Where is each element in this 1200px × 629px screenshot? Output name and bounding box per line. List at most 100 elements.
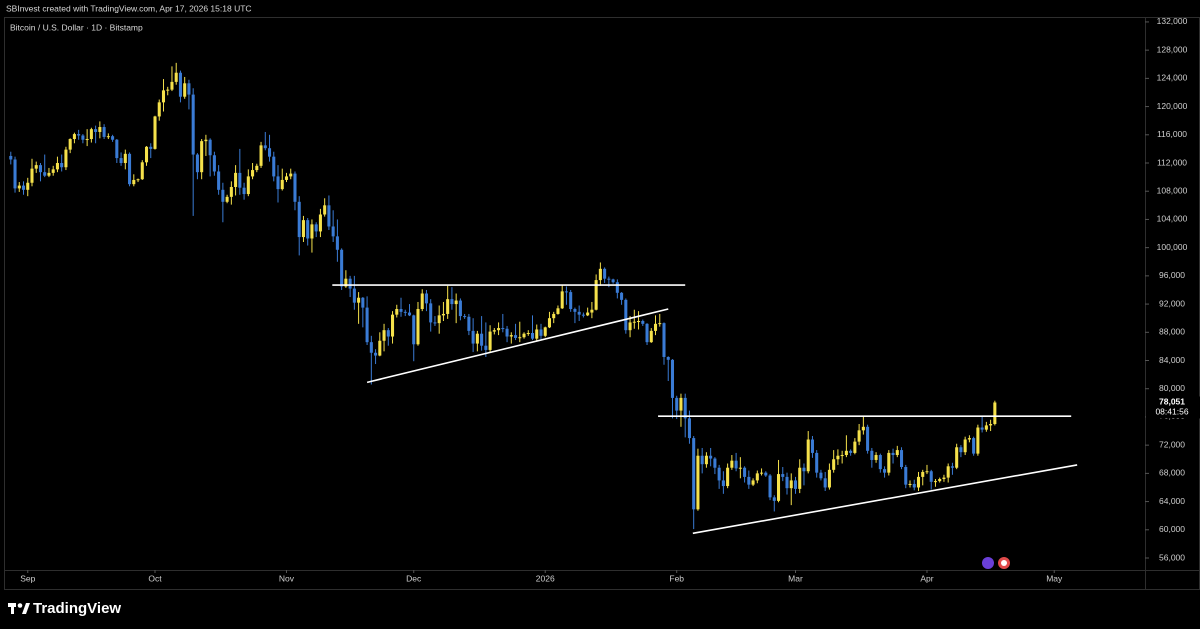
candle-body bbox=[675, 397, 679, 411]
candle-body bbox=[301, 220, 305, 238]
candle-body bbox=[535, 329, 539, 339]
candle-body bbox=[590, 309, 594, 313]
candle-body bbox=[734, 460, 738, 469]
candle-body bbox=[136, 179, 140, 181]
candle-body bbox=[30, 168, 34, 183]
candle-body bbox=[573, 309, 577, 312]
candle-body bbox=[357, 297, 361, 303]
logo-part bbox=[17, 603, 23, 608]
y-tick-label: 88,000 bbox=[1159, 327, 1185, 337]
icons bbox=[982, 557, 1010, 569]
candle-body bbox=[297, 201, 301, 238]
x-tick-label: Feb bbox=[669, 573, 684, 583]
logo-part bbox=[22, 603, 30, 614]
candle-body bbox=[229, 186, 233, 197]
y-tick-label: 108,000 bbox=[1157, 185, 1188, 195]
candle-body bbox=[556, 308, 560, 314]
candle-body bbox=[641, 321, 645, 324]
candle-body bbox=[293, 173, 297, 202]
candle-body bbox=[615, 282, 619, 293]
candle-body bbox=[471, 330, 475, 344]
candle-body bbox=[687, 418, 691, 439]
chart-title: Bitcoin / U.S. Dollar · 1D · Bitstamp bbox=[10, 22, 143, 32]
candle-body bbox=[458, 300, 462, 317]
candle-body bbox=[111, 136, 115, 140]
candle-body bbox=[374, 352, 378, 356]
candle-body bbox=[607, 278, 611, 280]
candle-body bbox=[450, 299, 454, 305]
candle-body bbox=[34, 165, 38, 169]
candle-body bbox=[709, 455, 713, 459]
candle-body bbox=[760, 472, 764, 474]
candle-body bbox=[781, 474, 785, 477]
candle-body bbox=[149, 146, 153, 149]
candle-body bbox=[68, 139, 72, 150]
candle-body bbox=[726, 467, 730, 487]
candle-body bbox=[284, 176, 289, 180]
candle-body bbox=[798, 467, 802, 489]
candle-body bbox=[225, 196, 229, 202]
y-tick-label: 72,000 bbox=[1159, 439, 1185, 449]
candle-body bbox=[289, 173, 293, 177]
candle-body bbox=[187, 83, 191, 95]
brand: TradingView bbox=[33, 600, 121, 617]
candle-body bbox=[310, 224, 314, 239]
candle-body bbox=[993, 402, 997, 424]
candle-body bbox=[683, 397, 687, 419]
candle-body bbox=[704, 455, 708, 465]
candle-body bbox=[340, 249, 344, 287]
candle-body bbox=[183, 83, 187, 97]
candle-body bbox=[174, 72, 178, 82]
y-tick-label: 84,000 bbox=[1159, 355, 1185, 365]
candle-body bbox=[509, 335, 513, 337]
candle-body bbox=[700, 455, 704, 465]
candle-body bbox=[713, 458, 717, 468]
candle-body bbox=[637, 321, 641, 323]
candle-body bbox=[407, 312, 412, 316]
candle-body bbox=[874, 455, 878, 460]
candle-body bbox=[441, 313, 445, 316]
candle-body bbox=[878, 455, 882, 470]
x-tick-label: Oct bbox=[148, 573, 162, 583]
candle-body bbox=[323, 205, 327, 215]
candle-body bbox=[518, 337, 522, 339]
candle-body bbox=[624, 299, 628, 331]
candle-body bbox=[204, 139, 208, 142]
candle-body bbox=[984, 425, 988, 430]
candle-body bbox=[102, 127, 106, 137]
candle-body bbox=[89, 129, 93, 140]
candle-body bbox=[331, 226, 335, 237]
x-tick-label: 2026 bbox=[536, 573, 555, 583]
candle-body bbox=[132, 179, 136, 185]
candle-body bbox=[569, 292, 573, 310]
candle-body bbox=[912, 483, 916, 488]
candle-body bbox=[696, 455, 700, 510]
candle-body bbox=[9, 155, 13, 160]
candle-body bbox=[522, 333, 526, 338]
candle-body bbox=[446, 299, 450, 314]
candle-body bbox=[539, 329, 543, 336]
candle-body bbox=[925, 471, 929, 473]
candle-body bbox=[429, 303, 433, 323]
candle-body bbox=[475, 333, 479, 344]
candle-body bbox=[950, 466, 954, 468]
candle-body bbox=[526, 333, 530, 334]
candle-body bbox=[662, 323, 666, 357]
candle-body bbox=[836, 455, 840, 460]
candle-body bbox=[98, 127, 102, 132]
logo-part bbox=[11, 603, 14, 614]
candle-body bbox=[153, 116, 157, 149]
candle-body bbox=[789, 480, 793, 489]
candle-body bbox=[115, 139, 119, 159]
candle-body bbox=[666, 356, 670, 360]
y-tick-label: 64,000 bbox=[1159, 496, 1185, 506]
candle-body bbox=[963, 439, 967, 453]
y-tick-label: 96,000 bbox=[1159, 270, 1185, 280]
candle-body bbox=[480, 333, 484, 346]
candle-body bbox=[238, 172, 242, 188]
candle-body bbox=[866, 426, 870, 451]
candle-body bbox=[547, 318, 552, 328]
candle-body bbox=[946, 466, 950, 478]
candle-body bbox=[352, 288, 356, 303]
y-tick-label: 132,000 bbox=[1157, 16, 1188, 26]
